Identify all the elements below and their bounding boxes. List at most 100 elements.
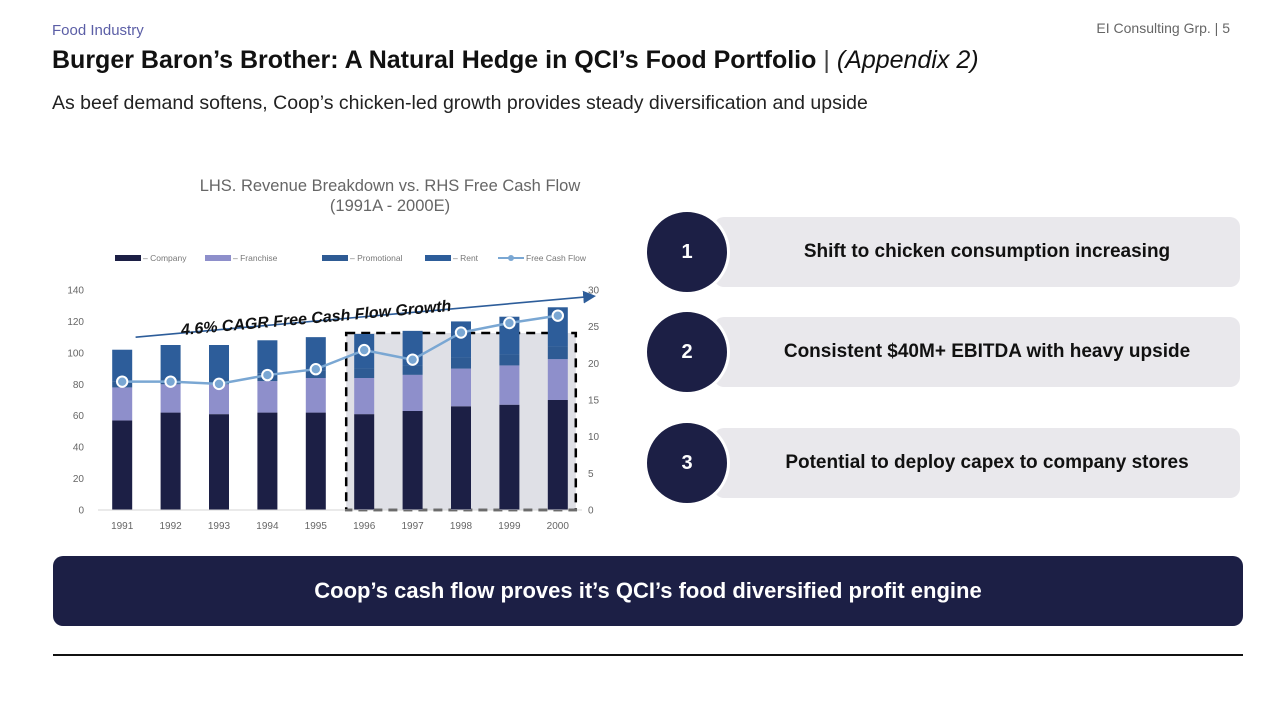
fcf-point (503, 316, 516, 330)
x-axis-tick: 1991 (111, 521, 134, 532)
legend-swatch (425, 255, 451, 261)
fcf-point (454, 326, 468, 339)
bar-segment-1 (402, 411, 423, 510)
x-axis-tick: 2000 (547, 521, 570, 532)
key-point-pill: Potential to deploy capex to company sto… (714, 428, 1240, 498)
legend-line-marker (508, 255, 514, 261)
bar-segment-2 (499, 365, 520, 405)
key-point-pill: Consistent $40M+ EBITDA with heavy upsid… (714, 317, 1240, 387)
bar-segment-4 (209, 345, 229, 378)
right-axis-tick: 30 (588, 286, 600, 297)
bar-segment-2 (257, 381, 278, 413)
bar-segment-2 (160, 384, 181, 413)
page-reference: EI Consulting Grp. | 5 (1096, 20, 1230, 36)
right-axis-tick: 20 (588, 359, 600, 370)
bar-segment-3 (402, 365, 423, 375)
legend-swatch (322, 255, 348, 261)
fcf-line-path (122, 314, 558, 386)
key-point-number: 2 (681, 340, 693, 363)
fcf-point (164, 375, 177, 388)
chart-title-line-2: (1991A - 2000E) (329, 197, 451, 215)
conclusion-text: Coop’s cash flow proves it’s QCI’s food … (314, 578, 982, 603)
fcf-point (358, 343, 371, 357)
bottom-divider (53, 654, 1243, 656)
x-axis-tick: 1996 (353, 521, 376, 532)
bar-segment-1 (209, 414, 229, 510)
right-axis-tick: 0 (588, 506, 594, 517)
bar-segment-2 (354, 378, 375, 415)
bar-segment-2 (209, 384, 229, 415)
fcf-point (116, 375, 129, 388)
key-point-1: Shift to chicken consumption increasing … (644, 209, 1240, 297)
key-point-badge: 3 (644, 420, 730, 506)
legend-label: – Promotional (350, 253, 403, 263)
fcf-point (309, 363, 322, 376)
bar-segment-2 (451, 368, 471, 407)
bar-segment-2 (402, 374, 423, 411)
legend-swatch (205, 255, 231, 261)
title-appendix: (Appendix 2) (836, 46, 979, 74)
bar-segment-1 (160, 412, 181, 510)
chart-title: LHS. Revenue Breakdown vs. RHS Free Cash… (100, 176, 680, 216)
bar-segment-2 (305, 378, 326, 413)
fcf-point (212, 377, 226, 391)
left-axis-tick: 140 (67, 286, 84, 297)
x-axis-tick: 1993 (208, 521, 231, 532)
bar-segment-4 (160, 345, 181, 378)
bar-segment-1 (305, 412, 326, 510)
chart-legend: – Company – Franchise – Promotional – Rent F… (115, 253, 587, 263)
left-axis-tick: 120 (67, 317, 84, 328)
bar-segment-3 (499, 354, 520, 366)
legend-swatch (115, 255, 141, 261)
bar-segment-3 (354, 368, 375, 378)
bar-segment-1 (451, 406, 471, 510)
chart-title-line-1: LHS. Revenue Breakdown vs. RHS Free Cash… (199, 177, 581, 195)
bar-segment-4 (305, 337, 326, 371)
x-axis-tick: 1998 (450, 521, 473, 532)
right-axis-tick: 5 (588, 469, 594, 480)
key-point-text: Shift to chicken consumption increasing (803, 241, 1171, 262)
bar-segment-2 (112, 387, 133, 421)
page-subtitle: As beef demand softens, Coop’s chicken-l… (52, 92, 868, 114)
left-axis-tick: 20 (73, 474, 85, 485)
x-axis-tick: 1997 (401, 521, 424, 532)
key-point-badge: 2 (644, 309, 730, 395)
key-point-2: Consistent $40M+ EBITDA with heavy upsid… (644, 309, 1240, 397)
left-axis-tick: 40 (73, 443, 85, 454)
revenue-fcf-chart: – Company – Franchise – Promotional – Rent F… (67, 253, 600, 532)
fcf-point (261, 368, 274, 382)
bar-segment-3 (547, 346, 568, 360)
left-axis-tick: 100 (67, 348, 84, 359)
title-main: Burger Baron’s Brother: A Natural Hedge … (52, 46, 817, 74)
legend-label: – Rent (453, 253, 479, 263)
legend-label: – Franchise (233, 253, 278, 263)
x-axis: 1991 1992 1993 1994 1995 1996 1997 1998 1999 2000 (98, 509, 582, 532)
key-point-badge: 1 (644, 209, 730, 295)
bar-segment-1 (547, 400, 568, 510)
chart-bars (112, 307, 568, 510)
x-axis-tick: 1994 (256, 521, 279, 532)
left-axis: 0 20 40 60 80 100 120 140 (67, 286, 84, 517)
left-axis-tick: 80 (73, 380, 85, 391)
bar-segment-1 (354, 414, 375, 510)
bar-segment-2 (547, 359, 568, 400)
right-axis-tick: 25 (588, 322, 600, 333)
right-axis-tick: 15 (588, 396, 600, 407)
left-axis-tick: 0 (78, 506, 84, 517)
key-point-3: Potential to deploy capex to company sto… (644, 420, 1240, 508)
conclusion-banner: Coop’s cash flow proves it’s QCI’s food … (53, 556, 1243, 626)
section-label: Food Industry (52, 22, 144, 39)
cagr-arrow (135, 290, 596, 338)
key-point-text: Potential to deploy capex to company sto… (785, 452, 1189, 473)
left-axis-tick: 60 (73, 411, 85, 422)
fcf-point (551, 309, 564, 322)
key-point-number: 3 (681, 451, 693, 474)
bar-segment-4 (112, 349, 133, 382)
key-point-number: 1 (681, 240, 693, 263)
x-axis-tick: 1992 (159, 521, 182, 532)
legend-label: Free Cash Flow (526, 253, 587, 263)
key-point-pill: Shift to chicken consumption increasing (714, 217, 1240, 287)
page-title: Burger Baron’s Brother: A Natural Hedge … (52, 46, 979, 75)
fcf-point (406, 353, 419, 366)
right-axis: 0 5 10 15 20 25 30 (588, 286, 600, 517)
